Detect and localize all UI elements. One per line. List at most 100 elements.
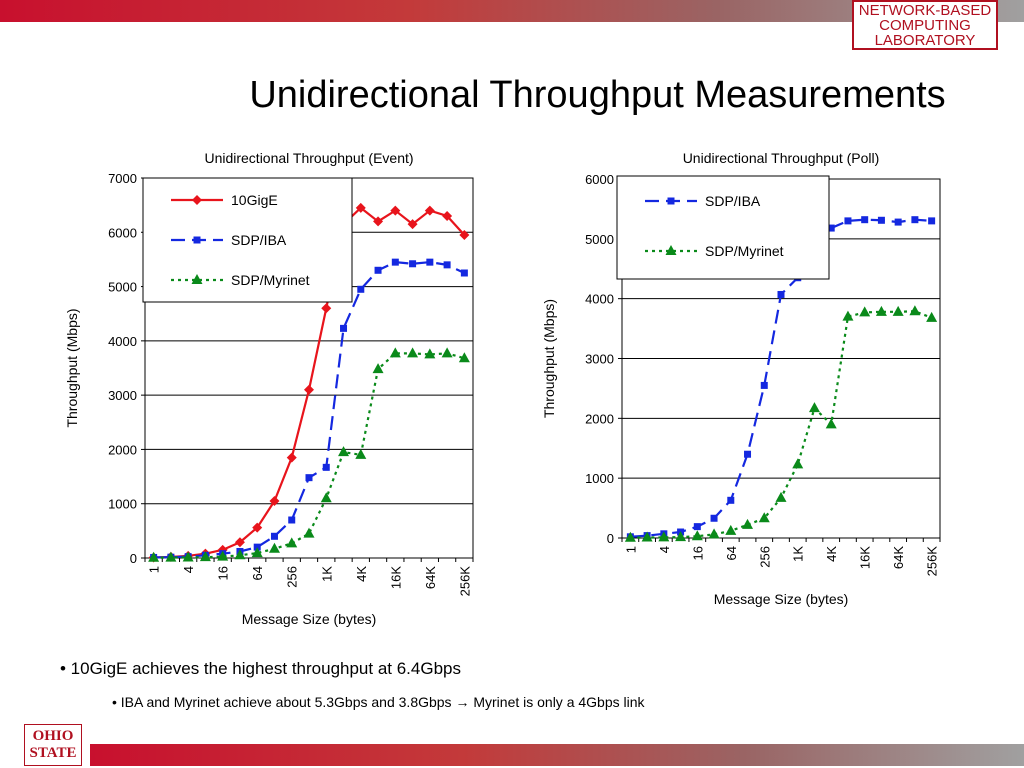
y-axis-label: Throughput (Mbps): [541, 299, 557, 418]
series-line: [630, 310, 933, 539]
data-point: [340, 324, 348, 332]
data-point: [894, 218, 902, 226]
slide-title: Unidirectional Throughput Measurements: [249, 74, 946, 116]
bullet-10gige: • 10GigE achieves the highest throughput…: [60, 659, 461, 678]
data-point: [320, 492, 332, 503]
data-point: [305, 474, 313, 482]
data-point: [928, 217, 936, 225]
legend-label: SDP/Myrinet: [231, 272, 310, 288]
x-axis-label: Message Size (bytes): [714, 591, 849, 607]
data-point: [270, 532, 278, 540]
poll-throughput-chart: Unidirectional Throughput (Poll) 0 1000 200…: [541, 150, 941, 607]
data-point: [926, 311, 938, 322]
data-point: [165, 551, 177, 562]
data-point: [760, 381, 768, 389]
series-sdp-iba: [150, 258, 468, 561]
x-tick-label: 16K: [858, 546, 873, 569]
data-point: [708, 528, 720, 539]
data-point: [827, 224, 835, 232]
y-tick-label: 2000: [585, 411, 614, 426]
legend-label: SDP/IBA: [705, 193, 761, 209]
data-point: [409, 260, 417, 268]
data-point: [389, 347, 401, 358]
data-point: [357, 285, 365, 293]
legend-marker: [193, 236, 201, 244]
data-point: [675, 531, 687, 542]
data-point: [861, 216, 869, 224]
data-point: [182, 551, 194, 562]
right-arrow-icon: →: [455, 694, 470, 710]
x-tick-label: 1: [623, 546, 638, 553]
data-point: [825, 418, 837, 429]
series-line: [153, 261, 465, 559]
data-point: [725, 524, 737, 535]
event-throughput-chart: Unidirectional Throughput (Event) 0 1000 20…: [64, 150, 474, 627]
x-tick-label: 16: [690, 546, 705, 560]
series-sdp-myrinet: [148, 347, 470, 562]
data-point: [641, 531, 653, 542]
series-line: [153, 352, 465, 559]
x-tick-label: 256K: [925, 546, 940, 577]
data-point: [844, 217, 852, 225]
data-point: [443, 261, 451, 269]
data-point: [658, 531, 670, 542]
data-point: [355, 448, 367, 459]
data-point: [710, 514, 718, 522]
data-point: [373, 216, 384, 227]
data-point: [624, 531, 636, 542]
top-banner-bar: [0, 0, 1024, 22]
legend-marker: [667, 197, 675, 205]
y-tick-label: 5000: [108, 280, 137, 295]
data-point: [407, 347, 419, 358]
x-tick-label: 1: [147, 566, 162, 573]
chart-title: Unidirectional Throughput (Event): [204, 150, 413, 166]
legend-marker: [192, 195, 202, 205]
chart-title: Unidirectional Throughput (Poll): [683, 150, 880, 166]
ohio-state-logo-line-2: STATE: [29, 745, 77, 761]
data-point: [911, 216, 919, 224]
data-point: [693, 523, 701, 531]
y-tick-label: 6000: [108, 225, 137, 240]
legend-marker: [665, 245, 677, 255]
y-tick-label: 5000: [585, 232, 614, 247]
legend-marker: [191, 274, 203, 284]
legend-label: SDP/Myrinet: [705, 243, 784, 259]
data-point: [148, 551, 160, 562]
nbcl-logo-line-1: NETWORK-BASED: [858, 2, 992, 19]
y-tick-label: 4000: [108, 334, 137, 349]
y-tick-label: 4000: [585, 292, 614, 307]
data-point: [268, 542, 280, 553]
data-point: [355, 202, 366, 213]
legend: SDP/IBA SDP/Myrinet: [616, 175, 830, 280]
data-point: [288, 516, 296, 524]
data-point: [322, 463, 330, 471]
x-tick-label: 64K: [891, 546, 906, 569]
data-point: [199, 551, 211, 562]
data-point: [217, 544, 228, 555]
legend-box: [616, 175, 830, 280]
data-point: [909, 305, 921, 316]
y-axis-label: Throughput (Mbps): [64, 308, 80, 427]
data-point: [892, 305, 904, 316]
y-tick-label: 1000: [585, 471, 614, 486]
nbcl-logo-line-3: LABORATORY: [874, 32, 976, 49]
data-point: [374, 266, 382, 274]
x-tick-label: 256: [757, 546, 772, 568]
data-point: [234, 549, 246, 560]
data-point: [775, 491, 787, 502]
x-tick-label: 4K: [824, 546, 839, 562]
data-point: [338, 446, 350, 457]
x-tick-label: 4K: [354, 566, 369, 582]
data-point: [792, 458, 804, 469]
data-point: [286, 537, 298, 548]
data-point: [426, 258, 434, 266]
data-point: [842, 310, 854, 321]
y-tick-label: 3000: [585, 352, 614, 367]
x-tick-label: 256K: [457, 566, 472, 597]
bullet-myrinet-link-text: Myrinet is only a 4Gbps link: [469, 694, 645, 710]
data-point: [304, 384, 314, 395]
x-tick-label: 16: [216, 566, 231, 580]
data-point: [441, 347, 453, 358]
data-point: [252, 522, 263, 533]
data-point: [691, 530, 703, 541]
